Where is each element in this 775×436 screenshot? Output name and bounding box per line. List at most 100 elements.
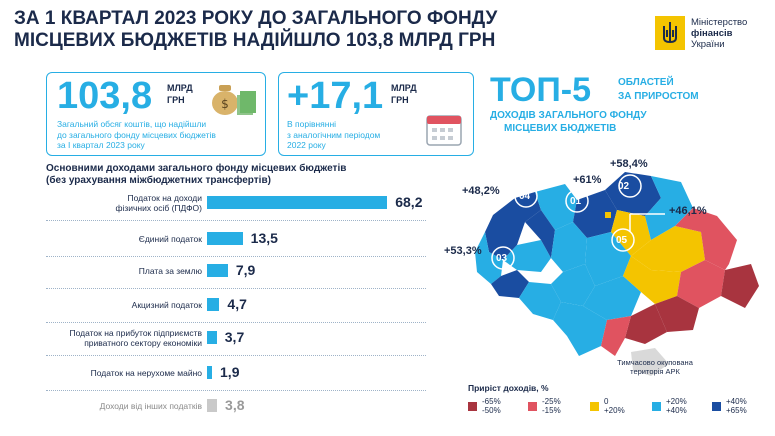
logo-line-1: Міністерство	[691, 16, 748, 28]
top5-line-3: ДОХОДІВ ЗАГАЛЬНОГО ФОНДУ	[490, 110, 647, 121]
bar-value-label: 13,5	[250, 230, 278, 246]
total-text-2: до загального фонду місцевих бюджетів	[57, 129, 216, 140]
bar-label-line: фізичних осіб (ПДФО)	[115, 203, 202, 213]
bar-label: Акцизний податок	[42, 300, 202, 310]
bar-value-label: 4,7	[227, 296, 247, 312]
legend-range-bottom: -15%	[542, 406, 561, 415]
growth-unit-2: ГРН	[391, 95, 409, 105]
growth-text-3: 2022 року	[287, 140, 326, 150]
row-separator	[46, 355, 426, 356]
calendar-icon	[425, 111, 463, 152]
legend-range-bottom: -50%	[482, 406, 501, 415]
bar-value-label: 1,9	[220, 364, 240, 380]
total-text-1: Загальний обсяг коштів, що надійшли	[57, 119, 207, 129]
bar-label: Плата за землю	[42, 266, 202, 276]
bar	[207, 196, 388, 209]
legend-swatch	[652, 401, 661, 411]
ukraine-map	[455, 160, 765, 385]
legend-item: +40% +65%	[712, 397, 747, 415]
row-separator	[46, 390, 426, 391]
svg-text:$: $	[221, 97, 229, 111]
total-card: 103,8 МЛРД ГРН $ Загальний обсяг коштів,…	[46, 72, 266, 156]
growth-text-1: В порівнянні	[287, 119, 337, 129]
bar-label-line: Єдиний податок	[138, 234, 202, 244]
row-separator	[46, 322, 426, 323]
total-description: Загальний обсяг коштів, що надійшли до з…	[57, 119, 216, 151]
legend-item: -65% -50%	[468, 397, 501, 415]
rank-05: 05	[616, 235, 628, 246]
bar	[207, 298, 220, 311]
legend-range-bottom: +65%	[726, 406, 747, 415]
bar	[207, 232, 243, 245]
top5-line-4: МІСЦЕВИХ БЮДЖЕТІВ	[504, 123, 617, 134]
occupied-line-1: Тимчасово окупована	[617, 358, 693, 367]
top5-line-1: ОБЛАСТЕЙ	[618, 77, 674, 88]
legend-range: -65% -50%	[482, 397, 501, 415]
top5-line-2: ЗА ПРИРОСТОМ	[618, 91, 699, 102]
bar	[207, 399, 218, 412]
bar-value-label: 3,7	[224, 329, 245, 345]
legend-title: Приріст доходів, %	[468, 383, 549, 393]
bar	[207, 264, 228, 277]
trident-icon	[655, 16, 685, 50]
row-separator	[46, 220, 426, 221]
legend-item: +20% +40%	[652, 397, 687, 415]
map-label-2: +61%	[573, 174, 602, 186]
bar-label-line: Податок на доходи	[127, 193, 202, 203]
row-separator	[46, 256, 426, 257]
map-label-5: +53,3%	[444, 245, 482, 257]
legend-swatch	[468, 401, 477, 411]
legend-swatch	[712, 401, 721, 411]
bar-label-line: приватного сектору економіки	[84, 338, 202, 348]
bar-label: Єдиний податок	[42, 234, 202, 244]
row-separator	[46, 288, 426, 289]
rank-02: 02	[618, 181, 630, 192]
growth-value: +17,1	[287, 75, 384, 117]
legend-range-bottom: +40%	[666, 406, 687, 415]
growth-text-2: з аналогічним періодом	[287, 129, 381, 140]
logo-text: Міністерство фінансів України	[691, 17, 747, 50]
bar-label: Податок на доходи фізичних осіб (ПДФО)	[42, 193, 202, 213]
total-unit-1: МЛРД	[167, 83, 193, 93]
top5-title: ТОП-5	[490, 71, 592, 109]
bar-label: Доходи від інших податків	[42, 401, 202, 411]
title-line-1: ЗА 1 КВАРТАЛ 2023 РОКУ ДО ЗАГАЛЬНОГО ФОН…	[14, 8, 498, 29]
bar-label: Податок на нерухоме майно	[42, 368, 202, 378]
title-line-2: МІСЦЕВИХ БЮДЖЕТІВ НАДІЙШЛО 103,8 МЛРД ГР…	[14, 30, 496, 51]
legend-range-top: +40%	[726, 397, 747, 406]
legend-item: -25% -15%	[528, 397, 561, 415]
bar-value-label: 7,9	[235, 262, 256, 278]
bar-label-line: Податок на прибуток підприємств	[69, 328, 202, 338]
logo-line-3: України	[691, 38, 725, 50]
growth-card: +17,1 МЛРД ГРН В порівнянні з аналогічни…	[278, 72, 474, 156]
bar-label-line: Акцизний податок	[131, 300, 202, 310]
occupied-line-2: територія АРК	[630, 367, 680, 376]
rank-03: 03	[496, 253, 508, 264]
total-value: 103,8	[57, 75, 153, 117]
money-bag-icon: $	[207, 79, 257, 122]
legend-swatch	[528, 401, 537, 411]
map-label-3: +48,2%	[462, 185, 500, 197]
legend-range: +40% +65%	[726, 397, 747, 415]
chart-title-line-2: (без урахування міжбюджетних трансфертів…	[46, 175, 271, 186]
legend-range-top: +20%	[666, 397, 687, 406]
legend-range-top: -25%	[542, 397, 561, 406]
chart-title-line-1: Основними доходами загального фонду місц…	[46, 163, 347, 174]
map-label-1: +58,4%	[610, 158, 648, 170]
rank-01: 01	[570, 196, 582, 207]
total-text-3: за І квартал 2023 року	[57, 140, 145, 150]
bar-label-line: Податок на нерухоме майно	[90, 368, 202, 378]
growth-description: В порівнянні з аналогічним періодом 2022…	[287, 119, 380, 151]
bar-label: Податок на прибуток підприємств приватног…	[42, 328, 202, 348]
occupied-territory-label: Тимчасово окупована територія АРК	[610, 358, 700, 376]
bar-label-line: Плата за землю	[138, 266, 202, 276]
legend-item: 0 +20%	[590, 397, 625, 415]
legend-swatch	[590, 401, 599, 411]
growth-unit-1: МЛРД	[391, 83, 417, 93]
bar	[207, 366, 213, 379]
page-title: ЗА 1 КВАРТАЛ 2023 РОКУ ДО ЗАГАЛЬНОГО ФОН…	[14, 8, 574, 52]
ministry-logo: Міністерство фінансів України	[655, 16, 747, 50]
rank-04: 04	[519, 191, 531, 202]
bar-value-label: 3,8	[225, 397, 245, 413]
legend-range: +20% +40%	[666, 397, 687, 415]
